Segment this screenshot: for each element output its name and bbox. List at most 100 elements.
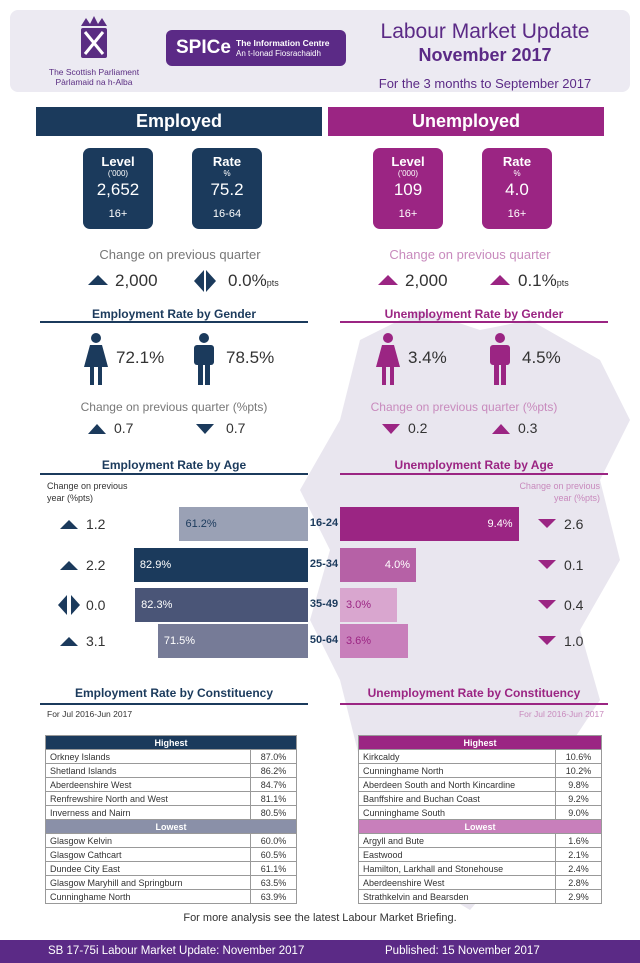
unemployment-constituency-period: For Jul 2016-Jun 2017 — [518, 709, 604, 719]
constituency-name: Glasgow Kelvin — [45, 833, 251, 848]
rate-change-value: 0.1% — [518, 271, 557, 290]
up-arrow-icon — [60, 520, 78, 529]
card-value: 4.0 — [505, 180, 529, 199]
constituency-value: 87.0% — [250, 749, 297, 764]
employed-level-card: Level ('000) 2,652 16+ — [83, 148, 153, 229]
constituency-value: 80.5% — [250, 805, 297, 820]
card-value: 75.2 — [210, 180, 244, 199]
unemployment-constituency-table: Highest Kirkcaldy 10.6% Cunninghame North 10… — [358, 735, 602, 904]
constituency-name: Cunninghame South — [358, 805, 556, 820]
page-subtitle: November 2017 — [418, 45, 552, 65]
employment-age-bar: 82.9% — [133, 548, 308, 582]
card-age: 16-64 — [212, 208, 242, 220]
employment-age-bar-label: 82.9% — [139, 559, 172, 571]
age-change-label-line2: year (%pts) — [553, 493, 600, 503]
no-change-arrows-icon — [194, 270, 216, 292]
footer-left: SB 17-75i Labour Market Update: November… — [48, 945, 305, 957]
constituency-value: 60.0% — [250, 833, 297, 848]
unemployed-gender-change-label: Change on previous quarter (%pts) — [370, 400, 558, 414]
card-age: 16+ — [507, 208, 527, 220]
unemployed-age-change-label: Change on previous year (%pts) — [500, 480, 600, 504]
employed-change-label: Change on previous quarter — [99, 247, 261, 262]
table-row: Aberdeenshire West 84.7% — [45, 777, 297, 792]
constituency-value: 84.7% — [250, 777, 297, 792]
table-row: Cunninghame North 63.9% — [45, 889, 297, 904]
employed-male-change: 0.7 — [226, 420, 246, 436]
down-arrow-icon — [196, 424, 214, 434]
table-row: Argyll and Bute 1.6% — [358, 833, 602, 848]
constituency-name: Orkney Islands — [45, 749, 251, 764]
unemployed-level-card: Level ('000) 109 16+ — [373, 148, 443, 229]
constituency-name: Renfrewshire North and West — [45, 791, 251, 806]
unemployed-male-change: 0.3 — [518, 420, 538, 436]
constituency-value: 81.1% — [250, 791, 297, 806]
employment-age-bar: 71.5% — [157, 624, 308, 658]
constituency-value: 2.9% — [555, 889, 602, 904]
constituency-name: Aberdeenshire West — [358, 875, 556, 890]
card-label: Level — [391, 154, 425, 169]
unemployment-age-title: Unemployment Rate by Age — [394, 458, 554, 472]
logo-line-1: The Scottish Parliament — [48, 67, 140, 77]
employment-age-title: Employment Rate by Age — [101, 458, 247, 472]
up-arrow-icon — [490, 275, 510, 285]
table-row: Hamilton, Larkhall and Stonehouse 2.4% — [358, 861, 602, 876]
constituency-name: Aberdeenshire West — [45, 777, 251, 792]
employment-age-bar-label: 71.5% — [163, 635, 196, 647]
card-unit: ('000) — [107, 169, 129, 178]
constituency-name: Strathkelvin and Bearsden — [358, 889, 556, 904]
divider — [340, 321, 608, 323]
employed-male-rate: 78.5% — [226, 348, 275, 367]
unemployed-female-rate: 3.4% — [408, 348, 447, 367]
up-arrow-icon — [60, 561, 78, 570]
constituency-value: 60.5% — [250, 847, 297, 862]
constituency-name: Eastwood — [358, 847, 556, 862]
male-icon — [490, 333, 510, 385]
page-title: Labour Market Update — [380, 20, 590, 43]
table-row: Cunninghame North 10.2% — [358, 763, 602, 778]
constituency-value: 9.2% — [555, 791, 602, 806]
table-row: Orkney Islands 87.0% — [45, 749, 297, 764]
up-arrow-icon — [88, 424, 106, 434]
constituency-value: 63.9% — [250, 889, 297, 904]
constituency-name: Glasgow Cathcart — [45, 847, 251, 862]
constituency-name: Banffshire and Buchan Coast — [358, 791, 556, 806]
card-label: Level — [101, 154, 135, 169]
unemployed-level-change: 2,000 — [405, 271, 448, 290]
employed-banner: Employed — [36, 107, 322, 136]
constituency-name: Argyll and Bute — [358, 833, 556, 848]
employment-age-bar: 61.2% — [179, 507, 308, 541]
constituency-name: Dundee City East — [45, 861, 251, 876]
card-age: 16+ — [108, 208, 128, 220]
table-row: Dundee City East 61.1% — [45, 861, 297, 876]
employed-rate-change: 0.0%pts — [228, 271, 279, 291]
table-row: Aberdeenshire West 2.8% — [358, 875, 602, 890]
constituency-name: Inverness and Nairn — [45, 805, 251, 820]
table-row: Inverness and Nairn 80.5% — [45, 805, 297, 820]
spice-wordmark: SPICe — [176, 37, 231, 58]
lowest-header: Lowest — [45, 819, 297, 834]
up-arrow-icon — [378, 275, 398, 285]
employment-age-change: 1.2 — [86, 516, 106, 532]
constituency-name: Shetland Islands — [45, 763, 251, 778]
up-arrow-icon — [492, 424, 510, 434]
period-label: For the 3 months to September 2017 — [378, 76, 592, 91]
up-arrow-icon — [60, 637, 78, 646]
constituency-value: 86.2% — [250, 763, 297, 778]
unemployment-constituency-title: Unemployment Rate by Constituency — [367, 686, 581, 700]
constituency-value: 10.6% — [555, 749, 602, 764]
constituency-name: Cunninghame North — [45, 889, 251, 904]
table-row: Aberdeen South and North Kincardine 9.8% — [358, 777, 602, 792]
employment-age-bar-label: 82.3% — [141, 599, 173, 611]
rate-change-suffix: pts — [556, 278, 569, 288]
age-change-label-line1: Change on previous — [519, 481, 600, 491]
unemployed-rate-change: 0.1%pts — [518, 271, 569, 291]
card-value: 2,652 — [96, 180, 140, 199]
constituency-value: 1.6% — [555, 833, 602, 848]
male-icon — [194, 333, 214, 385]
constituency-value: 9.0% — [555, 805, 602, 820]
unemployment-gender-title: Unemployment Rate by Gender — [384, 307, 564, 321]
no-change-arrows-icon — [58, 595, 80, 615]
unemployed-banner: Unemployed — [328, 107, 604, 136]
title-block: Labour Market Update November 2017 For t… — [340, 20, 630, 91]
constituency-value: 63.5% — [250, 875, 297, 890]
